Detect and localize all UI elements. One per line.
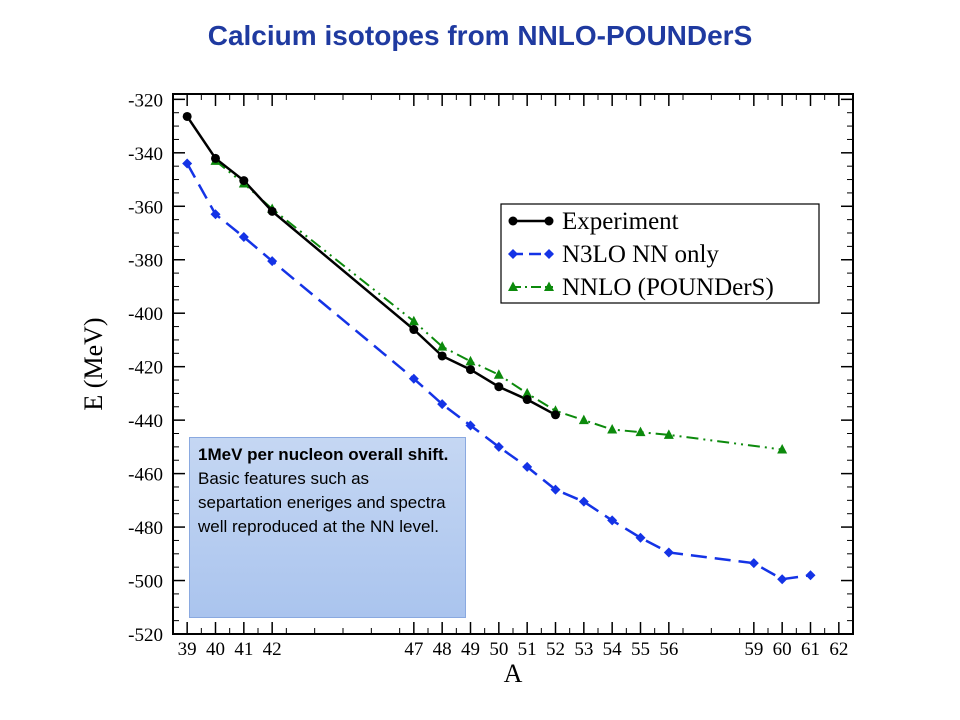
y-tick-labels: -320 -340 -360 -380 -400 -420 -440 -460 -480 -500…: [128, 90, 163, 646]
x-tick-label: 62: [829, 639, 848, 660]
legend-label-2: NNLO (POUNDerS): [562, 274, 774, 301]
slide-title: Calcium isotopes from NNLO-POUNDerS: [207, 20, 753, 51]
legend-marker-2: [544, 281, 554, 291]
x-tick-label: 50: [489, 639, 508, 660]
data-point-0: [239, 176, 249, 186]
x-tick-label: 42: [263, 639, 282, 660]
x-tick-label: 49: [461, 639, 480, 660]
data-point-1: [238, 232, 249, 243]
data-point-0: [267, 206, 277, 216]
legend-box: [500, 203, 820, 304]
x-tick-label: 41: [234, 639, 253, 660]
data-point-0: [182, 111, 192, 121]
data-point-1: [182, 158, 193, 169]
annotation-bold-text: 1MeV per nucleon overall shift.: [198, 445, 449, 464]
x-tick-label: 54: [603, 639, 623, 660]
x-tick-label: 51: [518, 639, 537, 660]
x-tick-label: 59: [744, 639, 763, 660]
data-point-2: [607, 423, 618, 434]
x-tick-label: 39: [178, 639, 197, 660]
annotation-text: Basic features such as separtation eneri…: [198, 469, 446, 536]
x-tick-label: 48: [433, 639, 452, 660]
data-point-1: [805, 570, 816, 581]
data-point-2: [777, 444, 788, 454]
y-tick-label: -420: [128, 358, 163, 379]
data-point-0: [409, 325, 419, 335]
y-tick-label: -520: [128, 625, 163, 646]
x-tick-label: 53: [574, 639, 593, 660]
x-tick-label: 55: [631, 639, 650, 660]
legend-label-1: N3LO NN only: [562, 241, 719, 268]
data-point-0: [494, 382, 504, 392]
data-point-0: [437, 351, 447, 361]
data-point-1: [550, 484, 561, 495]
legend-label-0: Experiment: [562, 208, 679, 235]
data-point-2: [635, 426, 646, 437]
data-point-2: [578, 414, 589, 425]
data-point-1: [437, 399, 448, 410]
annotation-box: 1MeV per nucleon overall shift. Basic fe…: [189, 437, 466, 618]
legend-marker-0: [508, 216, 518, 226]
data-point-1: [635, 532, 646, 543]
data-point-0: [551, 410, 560, 420]
data-point-0: [522, 395, 532, 405]
data-point-1: [522, 461, 533, 472]
legend-marker-0: [544, 216, 554, 226]
x-tick-label: 60: [773, 639, 792, 660]
data-point-1: [465, 420, 476, 431]
data-point-0: [466, 365, 475, 375]
legend-marker-2: [508, 281, 518, 291]
x-tick-label: 47: [404, 639, 423, 660]
x-tick-label: 61: [801, 639, 820, 660]
data-point-1: [210, 209, 221, 220]
y-tick-label: -340: [128, 144, 163, 165]
data-point-1: [408, 373, 419, 384]
y-tick-label: -400: [128, 304, 163, 325]
data-point-0: [211, 153, 220, 163]
y-tick-label: -320: [128, 90, 163, 111]
legend: Experiment N3LO NN only NNLO (POUNDerS): [500, 203, 820, 304]
data-point-1: [748, 558, 759, 569]
series-line-2: [214, 160, 783, 451]
data-point-2: [663, 429, 674, 439]
y-tick-label: -500: [128, 572, 163, 593]
x-tick-label: 52: [546, 639, 565, 660]
data-point-1: [267, 256, 278, 267]
y-tick-label: -440: [128, 411, 163, 432]
x-tick-labels: 39 40 41 42 47 48 49 50 51 52 53 54 55 56 59 60 61 62: [178, 639, 849, 660]
axis-ticks: [173, 94, 853, 635]
data-point-2: [408, 315, 419, 326]
x-axis-title: A: [504, 659, 523, 688]
x-tick-label: 56: [659, 639, 678, 660]
data-point-1: [663, 547, 674, 558]
legend-marker-1: [544, 249, 554, 259]
y-tick-label: -480: [128, 518, 163, 539]
series-line-0: [186, 115, 557, 416]
data-point-2: [522, 387, 533, 398]
data-point-1: [578, 496, 589, 507]
data-point-1: [493, 441, 504, 452]
series-markers: [182, 111, 816, 585]
data-point-1: [777, 574, 788, 585]
y-tick-label: -360: [128, 197, 163, 218]
data-point-2: [465, 355, 476, 366]
legend-marker-1: [508, 249, 518, 259]
data-point-2: [437, 341, 448, 351]
y-axis-title: E (MeV): [79, 317, 108, 410]
x-tick-label: 40: [206, 639, 225, 660]
data-point-1: [607, 515, 618, 526]
y-tick-label: -460: [128, 465, 163, 486]
data-point-2: [493, 369, 504, 379]
y-tick-label: -380: [128, 251, 163, 272]
